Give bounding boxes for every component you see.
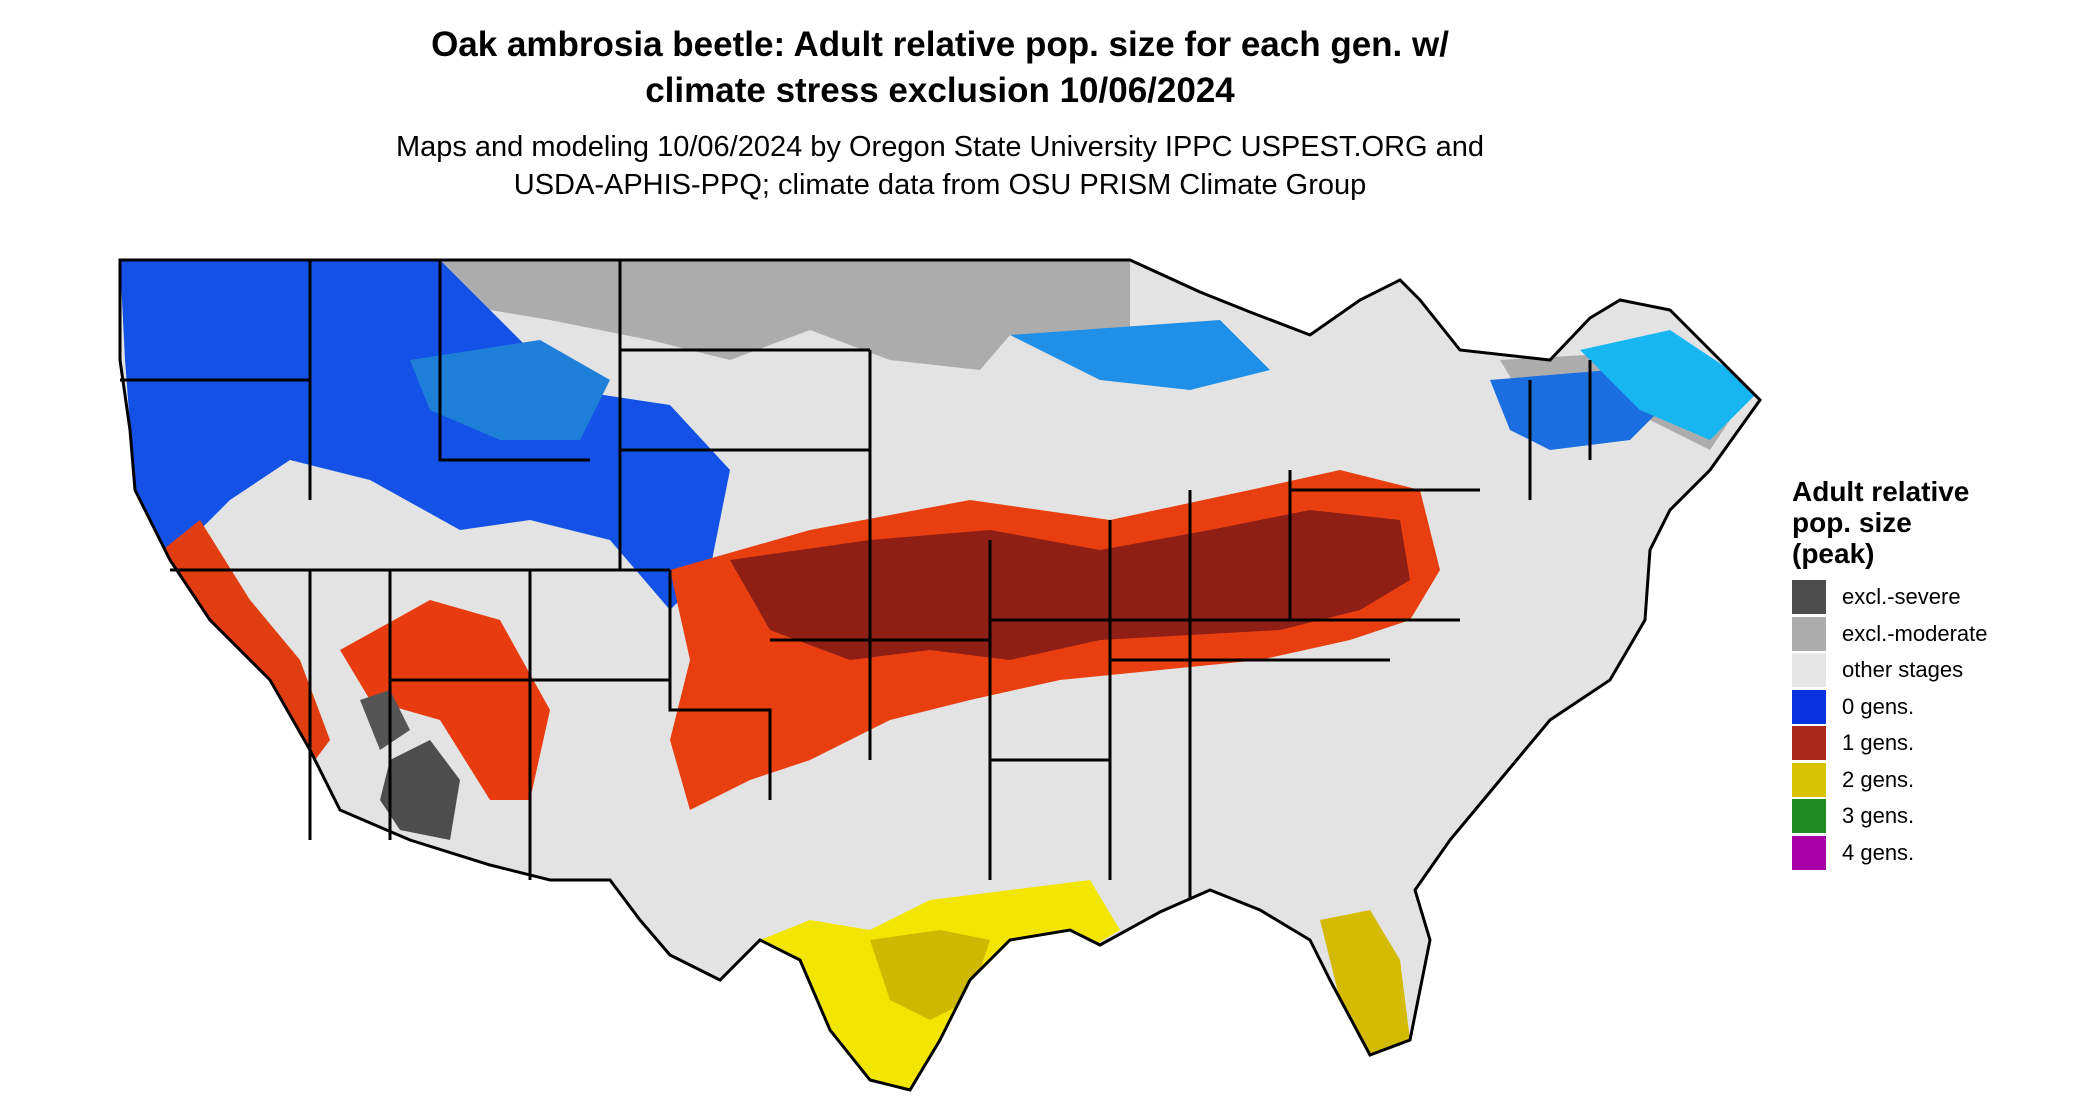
legend-swatch [1792, 616, 1826, 651]
legend-item: 0 gens. [1792, 689, 2092, 726]
legend-swatch [1792, 726, 1826, 761]
excl-moderate-north [440, 260, 1130, 370]
legend-item: other stages [1792, 652, 2092, 689]
legend-swatch [1792, 799, 1826, 834]
legend-label: excl.-severe [1842, 584, 1961, 610]
legend-swatch [1792, 653, 1826, 688]
legend-label: 4 gens. [1842, 839, 1915, 865]
map-subtitle: Maps and modeling 10/06/2024 by Oregon S… [300, 128, 1580, 204]
state-borders [118, 258, 1762, 1092]
one-gen-core [730, 510, 1410, 660]
legend-label: 0 gens. [1842, 693, 1915, 719]
zero-gens-rockies [410, 340, 610, 440]
title-line-2: climate stress exclusion 10/06/2024 [645, 71, 1235, 110]
map-fill-layer [120, 260, 1760, 1090]
legend-title: Adult relative pop. size (peak) [1792, 476, 2092, 569]
zero-gens-maine [1580, 330, 1760, 440]
legend-item: 1 gens. [1792, 725, 2092, 762]
legend-label: 1 gens. [1842, 730, 1915, 756]
map-title: Oak ambrosia beetle: Adult relative pop.… [300, 22, 1580, 114]
title-line-1: Oak ambrosia beetle: Adult relative pop.… [431, 25, 1449, 64]
zero-gens-great-lakes [1010, 320, 1270, 390]
subtitle-line-1: Maps and modeling 10/06/2024 by Oregon S… [395, 131, 1485, 163]
legend-label: 3 gens. [1842, 803, 1915, 829]
legend-label: excl.-moderate [1842, 620, 1988, 646]
border-co-ks-ok [668, 570, 772, 800]
us-map-canvas [118, 258, 1762, 1092]
legend: Adult relative pop. size (peak) excl.-se… [1792, 476, 2092, 871]
legend-title-line-2: pop. size [1792, 507, 1912, 538]
one-gen-southwest [340, 600, 550, 800]
legend-swatch [1792, 580, 1826, 615]
two-gens-florida [1320, 910, 1410, 1055]
legend-item: 3 gens. [1792, 798, 2092, 835]
legend-items: excl.-severe excl.-moderate other stages 0 … [1792, 579, 2092, 871]
legend-swatch [1792, 689, 1826, 724]
legend-item: excl.-severe [1792, 579, 2092, 616]
legend-title-line-1: Adult relative [1792, 476, 1970, 507]
legend-item: 4 gens. [1792, 835, 2092, 872]
legend-item: excl.-moderate [1792, 616, 2092, 653]
legend-label: other stages [1842, 657, 1964, 683]
legend-item: 2 gens. [1792, 762, 2092, 799]
subtitle-line-2: USDA-APHIS-PPQ; climate data from OSU PR… [513, 169, 1367, 201]
legend-swatch [1792, 835, 1826, 870]
legend-label: 2 gens. [1842, 766, 1915, 792]
border-mt-wy [438, 260, 590, 462]
us-map [110, 240, 1770, 1100]
zero-gens-west [120, 260, 730, 610]
excl-severe-arizona [380, 740, 460, 840]
legend-swatch [1792, 762, 1826, 797]
excl-severe-nevada [360, 690, 410, 750]
legend-title-line-3: (peak) [1792, 538, 1875, 569]
